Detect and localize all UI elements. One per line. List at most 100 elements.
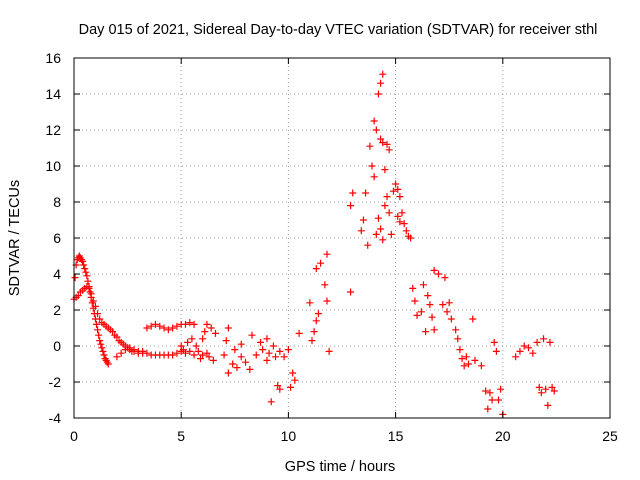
data-point — [486, 389, 494, 397]
data-point — [224, 369, 232, 377]
y-tick-label: 12 — [45, 122, 61, 138]
data-point — [113, 353, 121, 361]
data-point — [447, 315, 455, 323]
data-point — [259, 346, 267, 354]
data-point — [381, 166, 389, 174]
data-point — [265, 349, 273, 357]
data-point — [490, 338, 498, 346]
data-point — [454, 335, 462, 343]
data-point — [269, 342, 277, 350]
y-tick-label: 14 — [45, 86, 61, 102]
data-point — [82, 268, 90, 276]
data-point — [374, 90, 382, 98]
data-point — [85, 284, 93, 292]
data-point — [321, 281, 329, 289]
data-point — [94, 326, 102, 334]
data-point — [99, 347, 107, 355]
data-point — [147, 322, 155, 330]
data-point — [347, 202, 355, 210]
x-tick-label: 0 — [70, 428, 78, 444]
data-point — [284, 346, 292, 354]
data-point — [366, 142, 374, 150]
data-point — [484, 405, 492, 413]
data-series — [70, 70, 558, 418]
data-point — [130, 346, 138, 354]
data-point — [462, 353, 470, 361]
data-point — [220, 351, 228, 359]
data-point — [139, 347, 147, 355]
data-point — [379, 139, 387, 147]
y-tick-label: 0 — [53, 338, 61, 354]
data-point — [542, 385, 550, 393]
data-point — [89, 297, 97, 305]
data-point — [392, 180, 400, 188]
data-point — [396, 218, 404, 226]
data-point — [370, 173, 378, 181]
data-point — [143, 324, 151, 332]
data-point — [377, 225, 385, 233]
data-point — [233, 364, 241, 372]
data-point — [229, 360, 237, 368]
data-point — [456, 346, 464, 354]
data-point — [434, 270, 442, 278]
data-point — [84, 277, 92, 285]
data-point — [160, 324, 168, 332]
grid-lines — [74, 58, 610, 418]
data-point — [512, 353, 520, 361]
data-point — [482, 387, 490, 395]
data-point — [400, 220, 408, 228]
data-point — [377, 135, 385, 143]
data-point — [74, 292, 82, 300]
data-point — [548, 383, 556, 391]
data-point — [368, 162, 376, 170]
data-point — [349, 189, 357, 197]
data-point — [93, 320, 101, 328]
data-point — [428, 313, 436, 321]
data-point — [537, 389, 545, 397]
data-point — [173, 349, 181, 357]
data-point — [252, 351, 260, 359]
data-point — [276, 385, 284, 393]
data-point — [394, 185, 402, 193]
data-point — [203, 320, 211, 328]
data-point — [411, 297, 419, 305]
data-point — [276, 347, 284, 355]
data-point — [312, 317, 320, 325]
data-point — [222, 337, 230, 345]
data-point — [357, 227, 365, 235]
data-point — [209, 356, 217, 364]
data-point — [109, 328, 117, 336]
data-point — [98, 344, 106, 352]
data-point — [71, 274, 79, 282]
data-point — [379, 236, 387, 244]
data-point — [192, 342, 200, 350]
data-point — [295, 329, 303, 337]
y-axis-label: SDTVAR / TECUs — [7, 180, 23, 296]
data-point — [347, 288, 355, 296]
data-point — [169, 324, 177, 332]
data-point — [544, 401, 552, 409]
data-point — [199, 351, 207, 359]
data-point — [267, 398, 275, 406]
data-point — [460, 362, 468, 370]
data-point — [385, 146, 393, 154]
y-tick-label: 10 — [45, 158, 61, 174]
data-point — [196, 355, 204, 363]
data-point — [186, 347, 194, 355]
data-point — [359, 216, 367, 224]
data-point — [389, 187, 397, 195]
data-point — [177, 342, 185, 350]
data-point — [317, 259, 325, 267]
data-point — [383, 140, 391, 148]
data-point — [546, 338, 554, 346]
data-point — [430, 326, 438, 334]
data-point — [237, 353, 245, 361]
data-point — [325, 347, 333, 355]
data-point — [199, 335, 207, 343]
data-point — [306, 299, 314, 307]
data-point — [184, 338, 192, 346]
data-point — [310, 328, 318, 336]
data-point — [87, 290, 95, 298]
chart-title: Day 015 of 2021, Sidereal Day-to-day VTE… — [79, 22, 598, 38]
